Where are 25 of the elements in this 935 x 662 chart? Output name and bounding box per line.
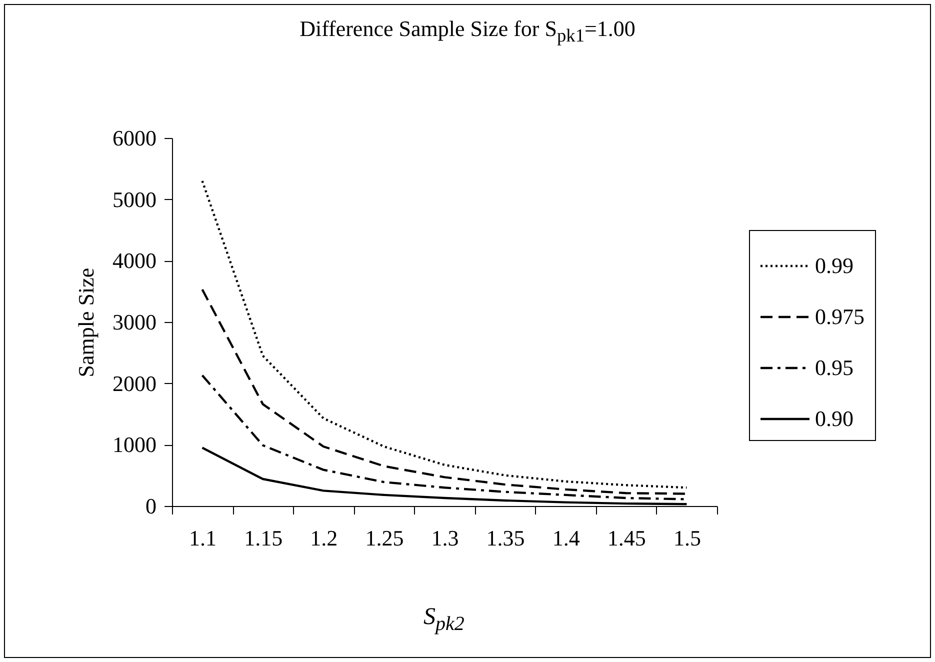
x-tick-label: 1.2 [310,526,338,550]
y-tick-label: 3000 [112,310,156,334]
x-tick-label: 1.25 [365,526,404,550]
y-tick-label: 6000 [112,126,156,150]
legend-label: 0.99 [815,253,854,278]
x-tick-label: 1.3 [431,526,459,550]
x-tick-label: 1.15 [244,526,283,550]
y-tick-label: 2000 [112,370,156,396]
legend-label: 0.975 [815,304,864,329]
x-tick-label: 1.45 [607,526,646,550]
x-tick-label: 1.35 [486,526,525,550]
x-axis-title: S$_{pk2}$ [422,604,466,636]
line-series [201,288,688,495]
y-axis-title: Sample Size [74,268,98,378]
chart-title: Difference Sample Size for S$_{pk1}$=1.00 [298,16,636,46]
x-tick-label: 1.1 [189,526,217,550]
legend-label: 0.95 [815,355,854,380]
line-series [201,180,688,489]
x-tick-label: 1.5 [673,526,701,550]
x-tick-label: 1.4 [552,526,580,550]
y-tick-label: 5000 [112,186,156,212]
y-tick-label: 4000 [112,248,156,274]
legend-label: 0.90 [815,406,854,431]
y-tick-label: 0 [146,494,156,518]
y-tick-label: 1000 [112,432,156,458]
